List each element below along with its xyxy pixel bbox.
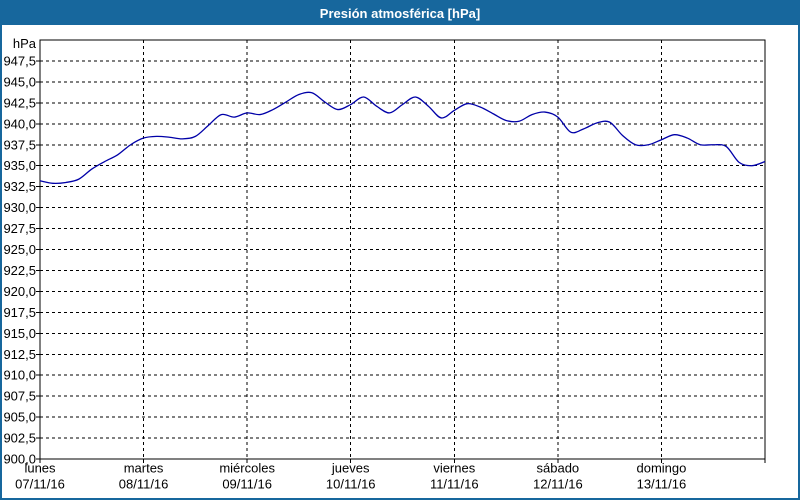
x-date-label: 10/11/16 (326, 477, 376, 492)
y-tick-label: 947,5 (3, 53, 36, 68)
y-tick-label: 925,0 (3, 242, 36, 257)
chart-area: 947,5 945,0 942,5 940,0 937,5 935,0 932,5 930,0… (2, 25, 798, 498)
pressure-chart: 947,5 945,0 942,5 940,0 937,5 935,0 932,5 930,0… (3, 36, 766, 492)
y-tick-label: 935,0 (3, 158, 36, 173)
pressure-line (39, 91, 766, 185)
y-tick-label: 930,0 (3, 200, 36, 215)
y-axis-unit-label: hPa (13, 36, 37, 51)
y-tick-label: 922,5 (3, 263, 36, 278)
x-day-label: sábado (537, 461, 580, 476)
y-tick-label: 905,0 (3, 410, 36, 425)
x-date-label: 13/11/16 (637, 477, 687, 492)
y-tick-label: 917,5 (3, 305, 36, 320)
x-date-label: 08/11/16 (119, 477, 169, 492)
y-tick-label: 920,0 (3, 284, 36, 299)
x-date-label: 12/11/16 (533, 477, 583, 492)
y-tick-label: 942,5 (3, 95, 36, 110)
plot-border (39, 39, 766, 460)
x-date-label: 07/11/16 (15, 477, 65, 492)
x-day-label: domingo (636, 461, 686, 476)
window-title: Presión atmosférica [hPa] (319, 6, 481, 21)
y-tick-label: 927,5 (3, 221, 36, 236)
x-date-label: 11/11/16 (430, 477, 479, 492)
y-tick-label: 900,0 (3, 452, 36, 467)
y-tick-label: 945,0 (3, 74, 36, 89)
y-tick-label: 915,0 (3, 326, 36, 341)
x-day-label: lunes (24, 461, 56, 476)
x-date-label: 09/11/16 (222, 477, 272, 492)
y-tick-label: 937,5 (3, 137, 36, 152)
y-tick-label: 910,0 (3, 368, 36, 383)
x-day-label: martes (124, 461, 164, 476)
x-day-label: jueves (331, 461, 370, 476)
y-tick-label: 907,5 (3, 389, 36, 404)
y-tick-label: 902,5 (3, 431, 36, 446)
x-day-label: miércoles (219, 461, 275, 476)
y-tick-label: 912,5 (3, 347, 36, 362)
y-tick-label: 932,5 (3, 179, 36, 194)
title-bar: Presión atmosférica [hPa] (2, 2, 798, 25)
y-tick-label: 940,0 (3, 116, 36, 131)
x-day-label: viernes (433, 461, 475, 476)
